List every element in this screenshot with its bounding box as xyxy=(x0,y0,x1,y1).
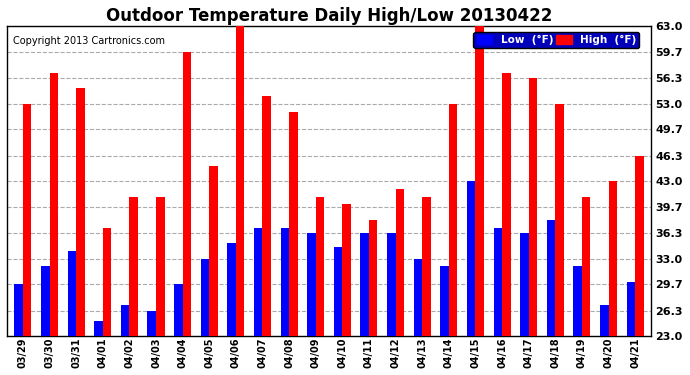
Bar xyxy=(236,27,244,336)
Bar xyxy=(334,247,342,336)
Bar xyxy=(387,233,395,336)
Bar xyxy=(609,181,617,336)
Title: Outdoor Temperature Daily High/Low 20130422: Outdoor Temperature Daily High/Low 20130… xyxy=(106,7,552,25)
Bar xyxy=(529,78,538,336)
Bar xyxy=(414,259,422,336)
Bar xyxy=(600,305,609,336)
Bar xyxy=(448,104,457,336)
Bar xyxy=(254,228,262,336)
Bar xyxy=(281,228,289,336)
Bar xyxy=(475,27,484,336)
Bar xyxy=(103,228,111,336)
Bar xyxy=(440,266,449,336)
Bar xyxy=(502,73,511,336)
Bar xyxy=(342,204,351,336)
Bar xyxy=(209,166,218,336)
Bar xyxy=(76,88,85,336)
Bar xyxy=(635,156,644,336)
Bar xyxy=(14,284,23,336)
Bar xyxy=(227,243,236,336)
Bar xyxy=(316,197,324,336)
Bar xyxy=(183,52,191,336)
Bar xyxy=(395,189,404,336)
Bar xyxy=(555,104,564,336)
Bar xyxy=(360,233,369,336)
Bar xyxy=(68,251,76,336)
Bar xyxy=(369,220,377,336)
Bar xyxy=(95,321,103,336)
Bar xyxy=(130,197,138,336)
Bar xyxy=(307,233,316,336)
Bar xyxy=(50,73,58,336)
Bar xyxy=(201,259,209,336)
Text: Copyright 2013 Cartronics.com: Copyright 2013 Cartronics.com xyxy=(13,36,166,46)
Bar xyxy=(467,181,475,336)
Bar xyxy=(23,104,32,336)
Bar xyxy=(289,112,297,336)
Bar xyxy=(573,266,582,336)
Bar xyxy=(148,310,156,336)
Bar xyxy=(422,197,431,336)
Bar xyxy=(582,197,591,336)
Bar xyxy=(627,282,635,336)
Bar xyxy=(174,284,183,336)
Bar xyxy=(546,220,555,336)
Bar xyxy=(262,96,271,336)
Bar xyxy=(41,266,50,336)
Legend: Low  (°F), High  (°F): Low (°F), High (°F) xyxy=(473,32,640,48)
Bar xyxy=(520,233,529,336)
Bar xyxy=(121,305,130,336)
Bar xyxy=(156,197,164,336)
Bar xyxy=(493,228,502,336)
